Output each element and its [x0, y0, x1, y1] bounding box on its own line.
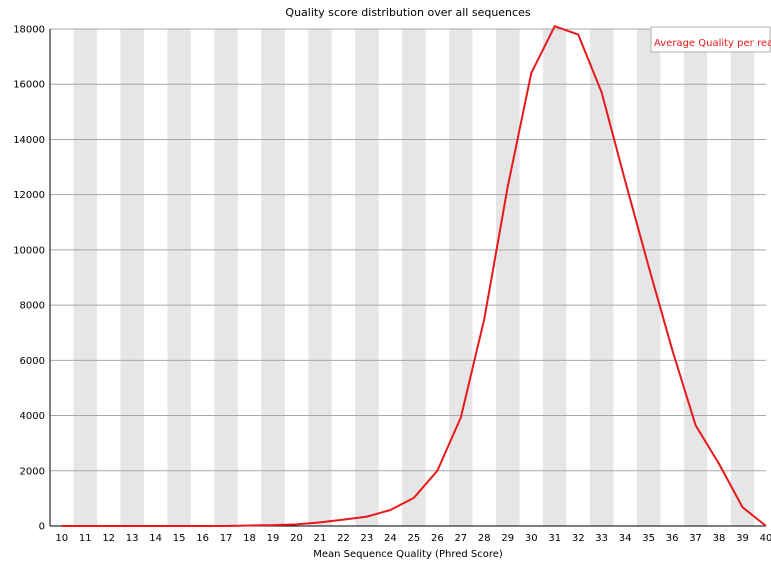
x-tick-label: 10 — [55, 533, 68, 544]
series-line-average-quality — [61, 25, 767, 527]
x-tick-label: 37 — [689, 533, 702, 544]
x-tick-label: 39 — [736, 533, 749, 544]
x-tick-label: 11 — [79, 533, 92, 544]
y-tick-label: 0 — [39, 522, 45, 533]
x-tick-label: 33 — [595, 533, 608, 544]
x-tick-label: 12 — [102, 533, 115, 544]
x-tick-label: 26 — [431, 533, 444, 544]
background-band — [542, 29, 567, 526]
x-tick-label: 23 — [361, 533, 374, 544]
x-tick-label: 16 — [196, 533, 209, 544]
background-band — [73, 29, 97, 526]
x-tick-label: 22 — [337, 533, 350, 544]
x-tick-label: 18 — [243, 533, 256, 544]
background-band — [308, 29, 332, 526]
background-band — [683, 29, 708, 526]
x-tick-label: 32 — [572, 533, 585, 544]
x-tick-label: 13 — [126, 533, 139, 544]
background-band — [496, 29, 520, 526]
y-tick-label: 18000 — [13, 25, 45, 36]
background-band — [355, 29, 379, 526]
y-tick-label: 2000 — [20, 466, 45, 477]
background-band — [730, 29, 755, 526]
background-band — [214, 29, 238, 526]
x-axis-label: Mean Sequence Quality (Phred Score) — [313, 549, 503, 560]
y-tick-label: 16000 — [13, 80, 45, 91]
y-tick-label: 10000 — [13, 245, 45, 256]
series-layer — [61, 25, 767, 527]
x-tick-label: 15 — [173, 533, 186, 544]
background-band — [261, 29, 285, 526]
x-tick-label: 19 — [267, 533, 280, 544]
x-tick-label: 31 — [548, 533, 561, 544]
x-tick-label: 29 — [501, 533, 514, 544]
x-tick-label: 21 — [314, 533, 327, 544]
x-tick-label: 27 — [454, 533, 467, 544]
legend-entry-label: Average Quality per read — [654, 38, 771, 49]
background-band — [589, 29, 614, 526]
background-band — [120, 29, 144, 526]
grid-lines — [50, 28, 766, 527]
x-tick-label: 34 — [619, 533, 632, 544]
tick-labels: 0 2000 4000 6000 8000 10000 12000 14000 16000 180… — [13, 25, 771, 545]
y-tick-label: 14000 — [13, 135, 45, 146]
x-tick-label: 40 — [760, 533, 771, 544]
x-tick-label: 24 — [384, 533, 397, 544]
chart-title: Quality score distribution over all sequ… — [285, 6, 530, 19]
x-tick-label: 28 — [478, 533, 491, 544]
background-bands — [73, 29, 755, 526]
y-tick-label: 6000 — [20, 356, 45, 367]
x-tick-label: 17 — [220, 533, 233, 544]
background-band — [402, 29, 426, 526]
background-band — [449, 29, 473, 526]
x-tick-label: 14 — [149, 533, 162, 544]
background-band — [167, 29, 191, 526]
x-tick-label: 38 — [713, 533, 726, 544]
x-tick-label: 36 — [666, 533, 679, 544]
legend: Average Quality per read — [650, 26, 771, 53]
y-tick-label: 12000 — [13, 190, 45, 201]
x-tick-label: 30 — [525, 533, 538, 544]
x-tick-label: 20 — [290, 533, 303, 544]
background-band — [636, 29, 661, 526]
legend-box — [650, 26, 771, 53]
y-tick-label: 4000 — [20, 411, 45, 422]
x-tick-label: 25 — [408, 533, 421, 544]
x-tick-label: 35 — [642, 533, 655, 544]
y-tick-label: 8000 — [20, 301, 45, 312]
